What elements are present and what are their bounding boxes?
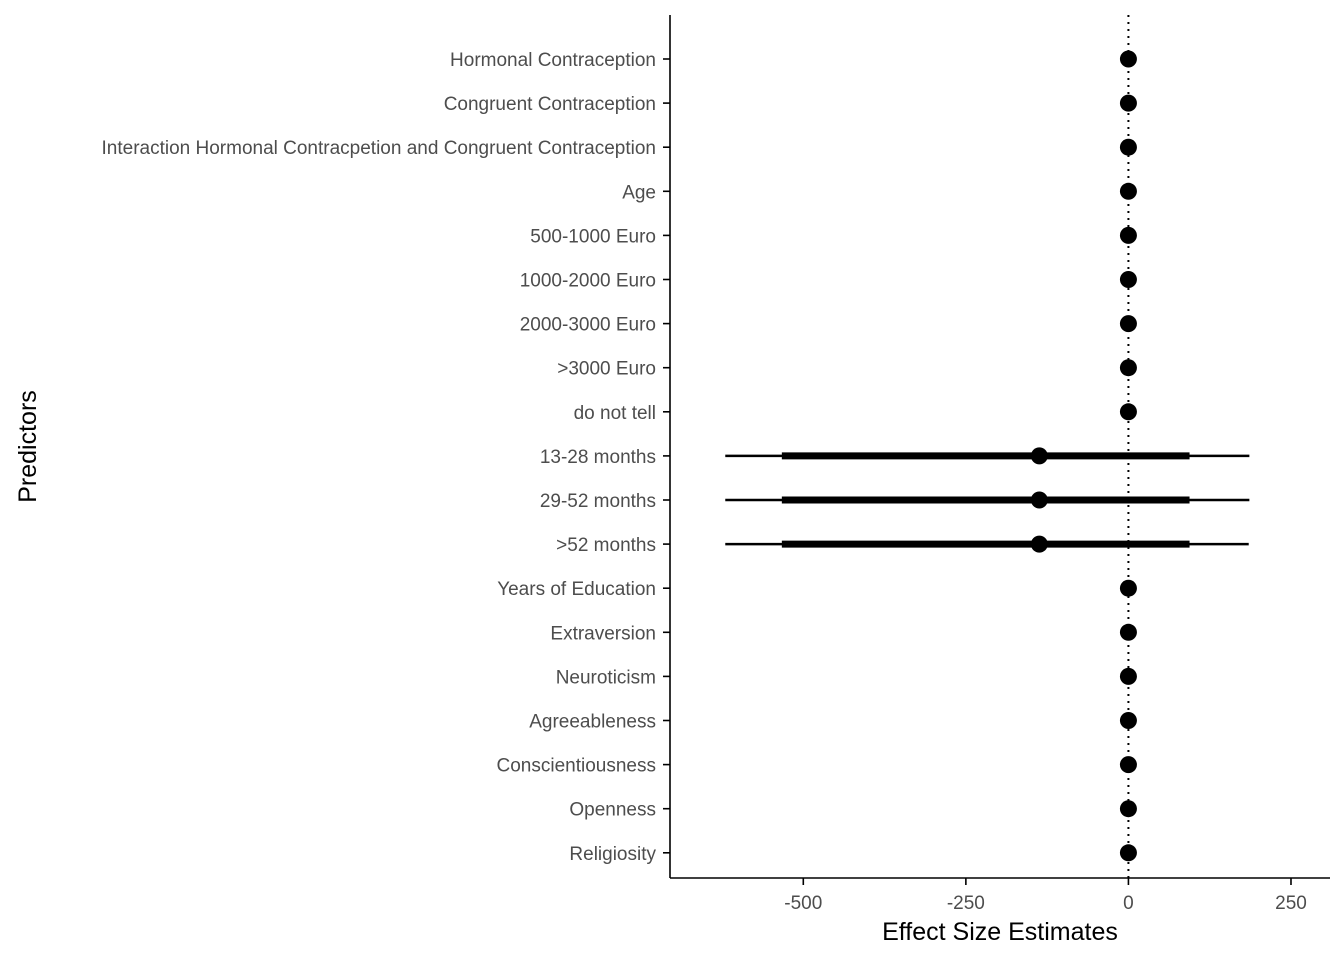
y-tick-label: Religiosity: [569, 844, 656, 865]
y-tick-label: Conscientiousness: [497, 756, 656, 777]
estimate-point: [1030, 535, 1048, 553]
y-tick-label: 500-1000 Euro: [530, 226, 656, 247]
y-tick-label: Openness: [569, 800, 656, 821]
y-tick-label: Extraversion: [550, 623, 656, 644]
estimate-point: [1030, 447, 1048, 465]
estimate-point: [1119, 226, 1137, 244]
y-tick-label: Neuroticism: [556, 667, 656, 688]
estimate-point: [1119, 403, 1137, 421]
y-tick-label: Age: [622, 182, 656, 203]
estimate-point: [1119, 844, 1137, 862]
estimate-point: [1119, 94, 1137, 112]
y-tick-label: Hormonal Contraception: [450, 50, 656, 71]
x-tick-label: 0: [1123, 893, 1134, 914]
estimate-point: [1119, 579, 1137, 597]
y-tick-label: Interaction Hormonal Contracpetion and C…: [102, 138, 657, 159]
x-tick-label: -500: [784, 893, 822, 914]
y-tick-label: 13-28 months: [540, 447, 656, 468]
y-tick-label: >3000 Euro: [557, 359, 656, 380]
x-axis-title: Effect Size Estimates: [882, 918, 1118, 946]
y-tick-label: 1000-2000 Euro: [520, 271, 656, 292]
estimate-point: [1119, 712, 1137, 729]
estimate-point: [1119, 271, 1137, 288]
interval-layer: [725, 452, 1250, 548]
x-tick-label: -250: [947, 893, 985, 914]
estimate-point: [1119, 359, 1137, 377]
y-tick-label: Congruent Contraception: [444, 94, 656, 115]
y-tick-label: Agreeableness: [529, 712, 656, 733]
y-tick-label: do not tell: [574, 403, 656, 424]
y-tick-label: Years of Education: [497, 579, 656, 600]
estimate-point: [1030, 491, 1048, 509]
axes-layer: -500 -250 0 250 Hormonal Contraception Congru…: [102, 15, 1330, 914]
estimate-point: [1119, 667, 1137, 685]
x-tick-label: 250: [1275, 893, 1307, 914]
y-tick-label: 29-52 months: [540, 491, 656, 512]
y-tick-label: 2000-3000 Euro: [520, 315, 656, 336]
estimate-point: [1119, 800, 1137, 818]
y-tick-label: >52 months: [556, 535, 656, 556]
estimate-point: [1119, 138, 1137, 156]
y-axis-title: Predictors: [14, 390, 42, 503]
